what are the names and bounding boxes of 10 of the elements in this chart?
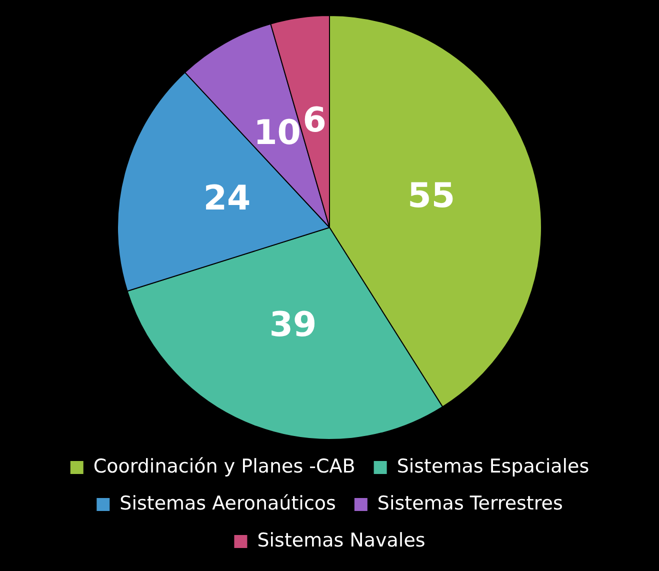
- data-label: 10: [254, 113, 301, 154]
- legend-label: Sistemas Terrestres: [377, 492, 563, 514]
- legend-label: Coordinación y Planes -CAB: [93, 455, 356, 478]
- data-label: 39: [269, 304, 317, 345]
- data-label: 55: [408, 176, 455, 216]
- data-label: 24: [203, 178, 251, 218]
- legend-label: Sistemas Espaciales: [396, 455, 590, 478]
- data-label: 6: [302, 100, 326, 140]
- legend-label: Sistemas Navales: [257, 529, 426, 552]
- legend-label: Sistemas Aeronaúticos: [120, 492, 336, 514]
